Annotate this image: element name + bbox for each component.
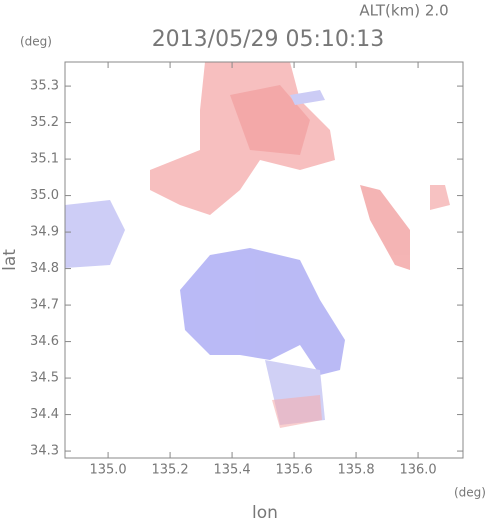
x-tick-label: 135.8 [337, 463, 374, 478]
y-tick-label: 35.1 [30, 152, 59, 167]
echo-positive [430, 185, 450, 210]
y-tick-label: 34.3 [30, 444, 59, 459]
y-unit: (deg) [20, 35, 52, 49]
altitude-label: ALT(km) 2.0 [359, 2, 448, 20]
echo-positive [150, 62, 335, 215]
y-axis-label: lat [0, 249, 20, 271]
echo-positive [230, 85, 310, 155]
echo-positive [360, 185, 410, 270]
y-tick-label: 34.4 [30, 407, 59, 422]
echo-negative [290, 90, 325, 105]
echo-negative [180, 248, 345, 375]
y-tick-label: 34.8 [30, 261, 59, 276]
x-tick-label: 135.2 [151, 463, 188, 478]
x-tick-label: 135.4 [213, 463, 250, 478]
y-tick-label: 35.3 [30, 79, 59, 94]
y-tick-label: 34.7 [30, 298, 59, 313]
x-tick-label: 135.0 [89, 463, 126, 478]
radar-echoes [65, 62, 450, 428]
y-tick-label: 35.0 [30, 188, 59, 203]
y-tick-label: 35.2 [30, 115, 59, 130]
x-unit: (deg) [454, 486, 486, 500]
chart-title: 2013/05/29 05:10:13 [152, 27, 385, 52]
plot-frame [64, 61, 464, 459]
x-tick-label: 136.0 [399, 463, 436, 478]
y-tick-label: 34.9 [30, 225, 59, 240]
y-tick-label: 34.6 [30, 334, 59, 349]
x-axis-label: lon [252, 503, 278, 521]
echo-negative [65, 200, 125, 268]
y-tick-label: 34.5 [30, 371, 59, 386]
echo-positive [272, 395, 322, 428]
x-tick-label: 135.6 [275, 463, 312, 478]
